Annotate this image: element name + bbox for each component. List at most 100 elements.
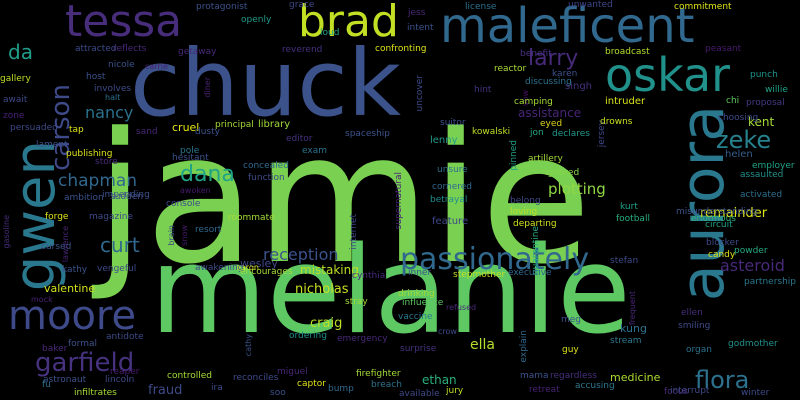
cloud-word: editor <box>286 134 313 144</box>
cloud-word: jon <box>530 128 544 138</box>
cloud-word: tessa <box>65 0 183 47</box>
cloud-word: lament <box>36 140 68 150</box>
cloud-word: commitment <box>674 2 732 12</box>
cloud-word: grace <box>289 0 315 10</box>
cloud-word: candy <box>708 250 736 260</box>
cloud-word: godmother <box>728 339 778 349</box>
cloud-word: unsure <box>437 165 468 175</box>
cloud-word: chi <box>726 96 740 106</box>
cloud-word: halt <box>105 93 121 102</box>
cloud-word: available <box>399 389 440 399</box>
cloud-word: library <box>258 119 291 130</box>
cloud-word: refused <box>446 303 477 312</box>
cloud-word: belong <box>510 196 541 206</box>
cloud-word: stream <box>610 336 642 346</box>
cloud-word: lenny <box>430 135 458 146</box>
cloud-word: formal <box>68 339 97 349</box>
cloud-word: reconciles <box>233 373 279 383</box>
cloud-word: meg <box>561 315 582 325</box>
cloud-word: helen <box>725 149 753 160</box>
cloud-word: ella <box>470 337 495 353</box>
cloud-word: lincoln <box>105 375 135 385</box>
cloud-word: diner <box>203 77 212 98</box>
cloud-word: craig <box>310 316 343 331</box>
cloud-word: kent <box>748 115 775 129</box>
cloud-word: sand <box>136 127 158 137</box>
cloud-word: pole <box>180 146 200 156</box>
cloud-word: spaceship <box>345 129 391 139</box>
cloud-word: cynthia <box>352 271 386 281</box>
cloud-word: astronaut <box>43 375 87 385</box>
cloud-word: intruder <box>605 96 646 107</box>
cloud-word: regardless <box>550 371 597 381</box>
cloud-word: singh <box>565 81 593 92</box>
cloud-word: ellen <box>681 308 703 318</box>
cloud-word: crow <box>438 327 457 336</box>
cloud-word: oskar <box>605 48 731 102</box>
cloud-word: declares <box>552 129 590 139</box>
cloud-word: reception <box>263 245 339 264</box>
cloud-word: cruel <box>172 121 200 134</box>
cloud-word: mistaking <box>300 263 359 277</box>
cloud-word: reactor <box>494 64 527 74</box>
cloud-word: cathy <box>244 334 253 357</box>
cloud-word: vengeful <box>97 264 137 274</box>
cloud-word: encourages <box>240 267 293 277</box>
cloud-word: maleficent <box>440 0 695 54</box>
cloud-word: influence <box>402 298 444 308</box>
cloud-word: controlled <box>167 371 212 381</box>
cloud-word: drinking <box>398 289 435 299</box>
cloud-word: hesitant <box>172 153 209 163</box>
cloud-word: inner <box>408 268 432 278</box>
cloud-word: chuck <box>130 30 402 137</box>
cloud-word: carrie <box>145 62 168 71</box>
cloud-word: sudden <box>110 192 144 202</box>
cloud-word: retreat <box>529 385 560 395</box>
cloud-word: willie <box>765 85 788 95</box>
cloud-word: host <box>86 72 106 82</box>
cloud-word: store <box>95 157 118 167</box>
cloud-word: brad <box>298 0 399 47</box>
cloud-word: stepmother <box>453 270 506 280</box>
cloud-word: medicine <box>610 371 661 384</box>
cloud-word: function <box>248 173 285 183</box>
cloud-word: zeke <box>716 126 772 154</box>
cloud-word: supernatural <box>394 172 404 230</box>
cloud-word: reflects <box>113 44 147 54</box>
cloud-word: jamie <box>95 95 592 304</box>
cloud-word: attracted <box>75 44 117 54</box>
cloud-word: plotting <box>548 180 606 198</box>
cloud-word: captor <box>297 379 326 389</box>
cloud-word: persuaded <box>10 123 58 133</box>
cloud-word: soo <box>270 388 286 398</box>
cloud-word: await <box>3 95 28 105</box>
cloud-word: console <box>166 199 201 209</box>
cloud-word: publishing <box>66 149 113 159</box>
cloud-word: loving <box>510 207 538 217</box>
cloud-word: proposal <box>746 98 785 108</box>
cloud-word: da <box>8 40 33 64</box>
cloud-word: guy <box>562 345 579 355</box>
cloud-word: stefan <box>610 256 639 266</box>
cloud-word: miguel <box>277 367 308 377</box>
cloud-word: uncover <box>415 75 425 112</box>
cloud-word: karen <box>552 69 578 79</box>
cloud-word: lawrence <box>61 226 70 263</box>
cloud-word: mama <box>520 371 549 381</box>
cloud-word: principal <box>215 120 254 130</box>
cloud-word: football <box>616 214 650 224</box>
cloud-word: nicholas <box>295 282 349 297</box>
cloud-word: loud <box>320 28 340 38</box>
cloud-word: dana <box>180 162 235 187</box>
cloud-word: executive <box>508 268 552 278</box>
cloud-word: kung <box>620 322 647 335</box>
cloud-word: misunderstanding <box>676 207 758 217</box>
cloud-word: forge <box>45 212 69 222</box>
cloud-word: breach <box>371 380 402 390</box>
cloud-word: artillery <box>528 154 563 164</box>
cloud-word: magazine <box>89 212 133 222</box>
cloud-word: peasant <box>705 44 742 54</box>
cloud-word: ethan <box>422 373 457 387</box>
cloud-word: blocker <box>706 238 739 248</box>
